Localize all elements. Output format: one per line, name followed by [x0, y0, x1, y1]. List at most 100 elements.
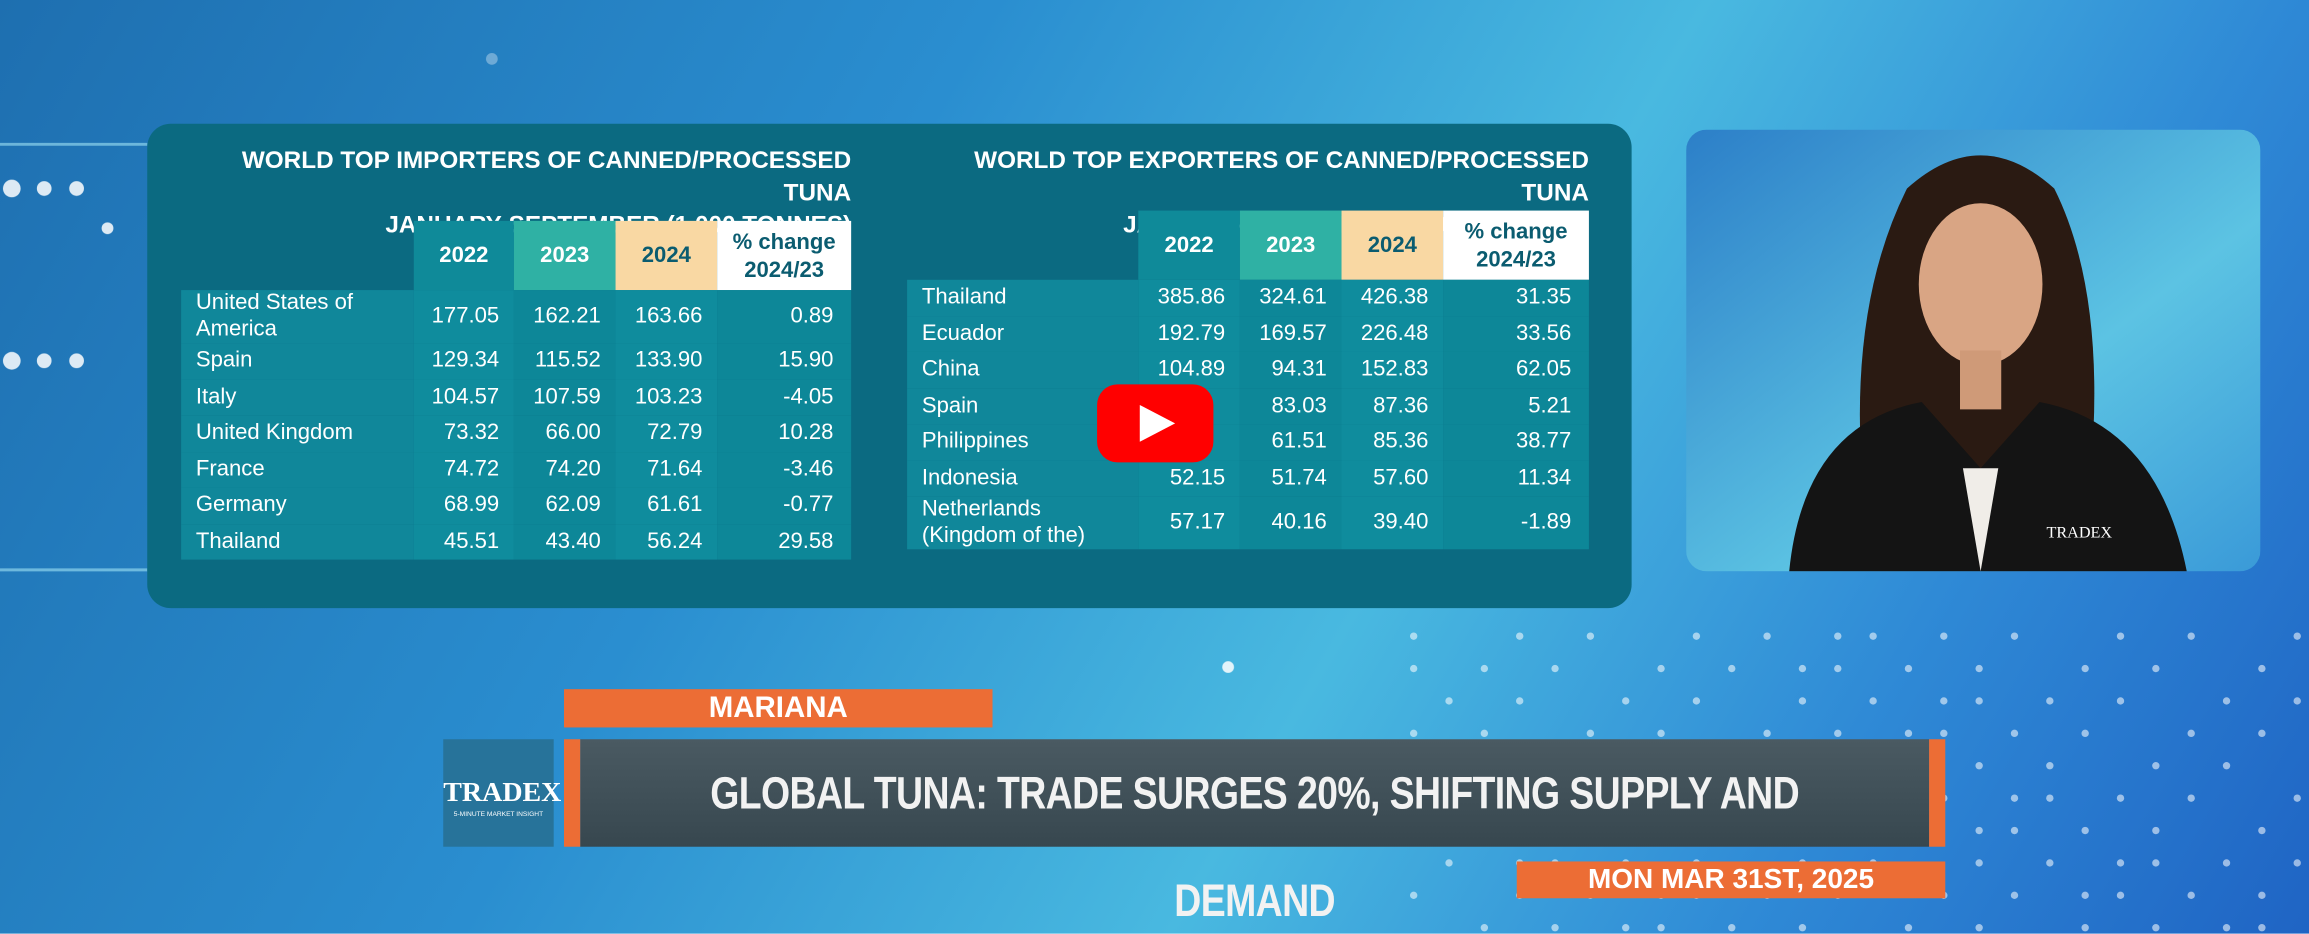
- cell-value: 39.40: [1341, 496, 1444, 550]
- dot: [1975, 664, 1983, 673]
- cell-value: -3.46: [717, 451, 852, 488]
- title-line: WORLD TOP EXPORTERS OF CANNED/PROCESSED …: [974, 147, 1589, 207]
- presenter-name: MARIANA: [563, 689, 993, 728]
- dot: [1975, 697, 1983, 705]
- cell-value: 426.38: [1341, 279, 1444, 316]
- cell-value: 85.36: [1341, 424, 1444, 461]
- row-label: Italy: [181, 379, 414, 416]
- cell-value: 40.16: [1239, 496, 1342, 550]
- column-header: 2024: [1341, 210, 1444, 280]
- column-header: 2022: [413, 220, 514, 291]
- cell-value: 10.28: [717, 415, 852, 452]
- dot: [2081, 924, 2089, 932]
- dot: [1975, 924, 1983, 932]
- dot: [1551, 664, 1559, 673]
- dot: [1763, 729, 1771, 738]
- dot: [1622, 924, 1630, 932]
- play-button[interactable]: [1097, 384, 1214, 463]
- dot: [2187, 632, 2195, 640]
- cell-value: 163.66: [615, 290, 718, 344]
- cell-value: 162.21: [513, 290, 616, 344]
- dot: [2046, 762, 2054, 770]
- cell-value: 74.72: [413, 451, 514, 488]
- row-label: Netherlands (Kingdom of the): [907, 496, 1139, 550]
- cell-value: 104.89: [1138, 351, 1240, 389]
- row-label: Germany: [181, 487, 414, 524]
- dot: [1480, 729, 1489, 738]
- dot: [1940, 632, 1948, 640]
- dot: [1834, 664, 1842, 673]
- dot: [1904, 664, 1913, 673]
- dot: [2081, 664, 2089, 673]
- row-label: Ecuador: [907, 315, 1139, 352]
- cell-value: 45.51: [413, 523, 514, 560]
- dot: [1657, 924, 1665, 932]
- dot: [2258, 729, 2266, 738]
- dot: [2081, 891, 2089, 900]
- cell-value: 71.64: [615, 451, 718, 488]
- dot: [2081, 826, 2089, 835]
- dot: [1409, 891, 1418, 900]
- column-header: 2024: [615, 220, 718, 291]
- cell-value: 152.83: [1341, 351, 1444, 389]
- dot: [2081, 729, 2089, 738]
- dot: [1409, 664, 1418, 673]
- row-label: United States of America: [181, 290, 414, 344]
- table-row: Spain 129.34 115.52 133.90 15.90: [181, 343, 852, 380]
- cell-value: 103.23: [615, 379, 718, 416]
- dot: [2152, 859, 2160, 867]
- cell-value: -1.89: [1443, 496, 1589, 550]
- dot: [2152, 762, 2160, 770]
- table-row: China 104.89 94.31 152.83 62.05: [907, 351, 1589, 389]
- cell-value: 169.57: [1239, 315, 1342, 352]
- dot: [1975, 826, 1983, 835]
- cell-value: 61.61: [615, 487, 718, 524]
- play-icon[interactable]: [1097, 384, 1213, 462]
- cell-value: 115.52: [513, 343, 616, 380]
- cell-value: 43.40: [513, 523, 616, 560]
- jacket-logo: TRADEX: [2046, 523, 2112, 541]
- row-label: United Kingdom: [181, 415, 414, 452]
- table-row: France 74.72 74.20 71.64 -3.46: [181, 451, 852, 488]
- dot: [1869, 697, 1877, 705]
- dot: [1798, 924, 1807, 932]
- dot: [1516, 697, 1524, 705]
- cell-value: 57.17: [1138, 496, 1240, 550]
- cell-value: 107.59: [513, 379, 616, 416]
- dot: [1445, 697, 1453, 705]
- table-row: Netherlands (Kingdom of the) 57.17 40.16 39…: [907, 496, 1589, 550]
- header-row: 2022 2023 2024% change 2024/23: [181, 220, 852, 291]
- dot: [1657, 664, 1665, 673]
- dot: [1904, 729, 1913, 738]
- dot: [2152, 826, 2160, 835]
- dot: [2046, 859, 2054, 867]
- cell-value: 11.34: [1443, 460, 1589, 497]
- dot: [2116, 697, 2125, 705]
- dot: [2187, 794, 2195, 802]
- dot: [1586, 632, 1595, 640]
- row-label: Thailand: [907, 279, 1139, 316]
- cell-value: 56.24: [615, 523, 718, 560]
- header-blank: [181, 221, 414, 290]
- exporters-table-wrap: 2022 2023 2024% change 2024/23 Thailand 385.…: [907, 210, 1589, 550]
- dot: [2222, 924, 2231, 932]
- cell-value: 52.15: [1138, 460, 1240, 497]
- dot: [1622, 697, 1630, 705]
- dot: [2116, 891, 2125, 900]
- table-row: United States of America 177.05 162.21 163.…: [181, 290, 852, 344]
- header-blank: [907, 211, 1138, 280]
- dot: [2116, 794, 2125, 802]
- cell-value: 33.56: [1443, 315, 1589, 352]
- cell-value: 192.79: [1138, 315, 1240, 352]
- dot: [2222, 697, 2231, 705]
- presenter-video: TRADEX: [1686, 129, 2261, 572]
- cell-value: 83.03: [1239, 388, 1342, 425]
- dot: [2222, 859, 2231, 867]
- dot: [2152, 664, 2160, 673]
- cell-value: 68.99: [413, 487, 514, 524]
- cell-value: 133.90: [615, 343, 718, 380]
- table-row: Indonesia 52.15 51.74 57.60 11.34: [907, 460, 1589, 497]
- dot: [1409, 729, 1418, 738]
- dot: [1551, 924, 1559, 932]
